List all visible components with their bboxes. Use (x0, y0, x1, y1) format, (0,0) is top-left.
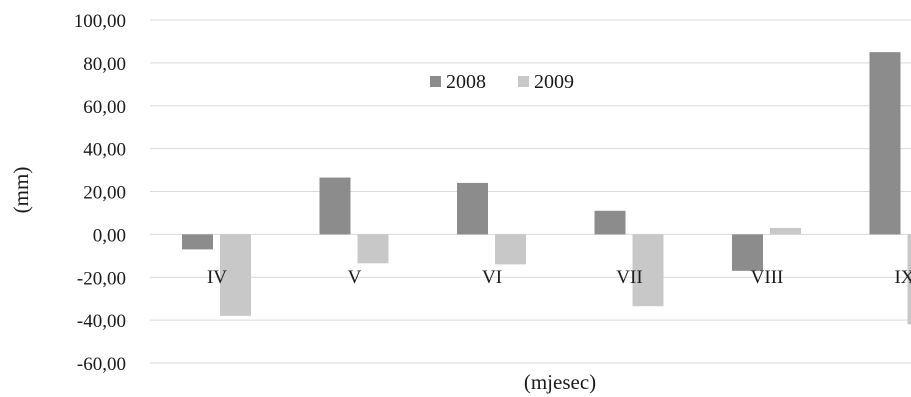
y-tick-label: 60,00 (83, 97, 126, 118)
legend-label-2008: 2008 (446, 71, 486, 93)
bar-2008-VIII (732, 234, 763, 271)
x-axis-title: (mjesec) (524, 370, 596, 394)
bar-2008-IV (182, 234, 213, 250)
category-label-VII: VII (616, 267, 642, 288)
legend-swatch-2009 (518, 76, 529, 87)
category-label-VI: VI (482, 267, 502, 288)
category-label-IV: IV (207, 267, 227, 288)
x-axis-category-labels: IV V VI VII VIII IX (207, 267, 911, 288)
category-label-V: V (348, 267, 362, 288)
bar-2009-VII (632, 234, 664, 307)
bars (182, 52, 911, 325)
y-tick-label: -20,00 (77, 268, 126, 289)
y-tick-label: 100,00 (74, 11, 126, 32)
legend: 2008 2009 (430, 71, 574, 93)
y-tick-label: 80,00 (83, 54, 126, 75)
y-axis-title: (mm) (9, 167, 33, 214)
y-tick-label: 0,00 (93, 225, 126, 246)
legend-label-2009: 2009 (534, 71, 574, 93)
bar-2009-IX (907, 234, 911, 325)
bar-2009-VIII (770, 227, 801, 235)
bar-2008-VI (457, 182, 488, 235)
legend-swatch-2008 (430, 76, 441, 87)
y-tick-label: 40,00 (83, 140, 126, 161)
y-axis-tick-labels: 100,00 80,00 60,00 40,00 20,00 0,00 -20,00 -40,… (74, 11, 126, 375)
bar-2009-IV (220, 234, 251, 316)
grid-lines (150, 19, 911, 364)
y-tick-label: -60,00 (77, 354, 126, 375)
category-label-VIII: VIII (751, 267, 784, 288)
bar-2009-V (357, 234, 389, 264)
category-label-IX: IX (894, 267, 911, 288)
y-tick-label: 20,00 (83, 183, 126, 204)
bar-2009-VI (495, 234, 526, 265)
y-tick-label: -40,00 (77, 311, 126, 332)
bar-2008-VII (594, 210, 626, 235)
bar-2008-IX (869, 52, 901, 235)
bar-2008-V (319, 177, 351, 235)
